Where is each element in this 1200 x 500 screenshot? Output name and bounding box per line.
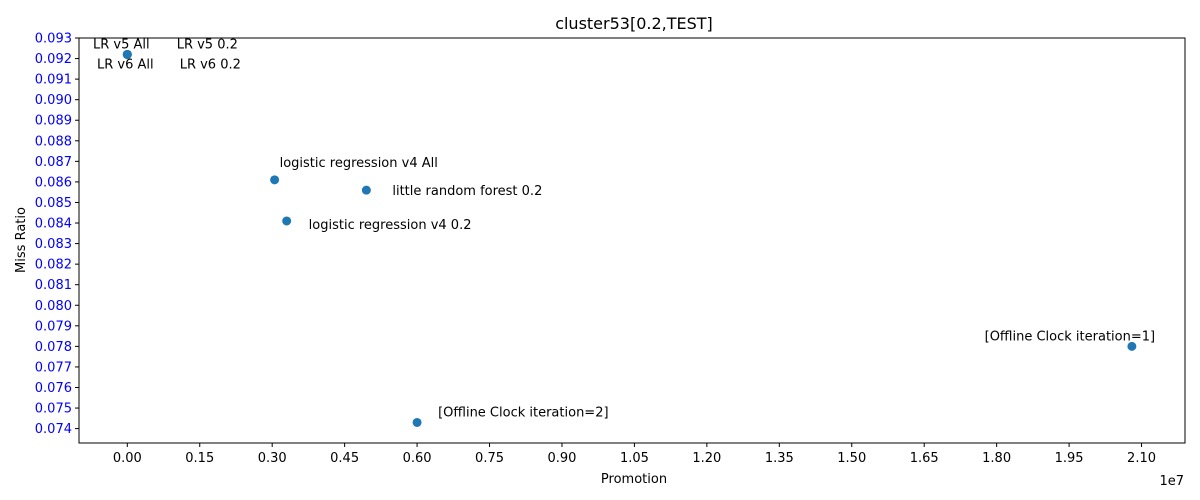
- y-tick-label: 0.076: [35, 381, 72, 396]
- data-point: [122, 49, 132, 59]
- point-annotation: [Offline Clock iteration=1]: [985, 329, 1155, 344]
- x-tick-label: 0.15: [185, 451, 214, 466]
- y-tick-label: 0.092: [35, 52, 72, 67]
- y-tick-label: 0.087: [35, 155, 72, 170]
- x-tick-label: 1.20: [692, 451, 721, 466]
- point-annotation: [Offline Clock iteration=2]: [438, 405, 608, 420]
- point-annotation: LR v5 All: [93, 37, 150, 52]
- y-tick-label: 0.077: [35, 360, 72, 375]
- point-annotation: LR v6 All: [97, 57, 154, 72]
- point-annotation: logistic regression v4 All: [280, 156, 438, 171]
- y-tick-label: 0.093: [35, 32, 72, 47]
- y-tick-label: 0.081: [35, 278, 72, 293]
- data-point: [412, 417, 422, 427]
- x-tick-label: 1.95: [1055, 451, 1084, 466]
- y-tick-label: 0.083: [35, 237, 72, 252]
- plot-frame: [78, 37, 1186, 444]
- data-point: [282, 216, 292, 226]
- y-tick-label: 0.080: [35, 299, 72, 314]
- y-tick-label: 0.082: [35, 258, 72, 273]
- y-tick-label: 0.090: [35, 93, 72, 108]
- point-annotation: little random forest 0.2: [392, 184, 542, 199]
- x-tick-label: 0.00: [113, 451, 142, 466]
- y-tick-label: 0.091: [35, 73, 72, 88]
- y-tick-label: 0.085: [35, 196, 72, 211]
- y-tick-label: 0.086: [35, 175, 72, 190]
- y-tick-label: 0.088: [35, 134, 72, 149]
- y-tick-label: 0.078: [35, 340, 72, 355]
- y-tick-label: 0.084: [35, 217, 72, 232]
- data-point: [1127, 341, 1137, 351]
- y-axis-label: Miss Ratio: [14, 207, 29, 273]
- point-annotation: LR v5 0.2: [177, 37, 238, 52]
- x-tick-label: 0.90: [547, 451, 576, 466]
- y-tick-label: 0.074: [35, 422, 72, 437]
- point-annotation: logistic regression v4 0.2: [309, 218, 472, 233]
- x-tick-label: 0.75: [475, 451, 504, 466]
- x-tick-label: 2.10: [1127, 451, 1156, 466]
- y-tick-label: 0.089: [35, 114, 72, 129]
- x-axis-label: Promotion: [601, 472, 667, 487]
- x-tick-label: 0.60: [403, 451, 432, 466]
- x-tick-label: 0.30: [258, 451, 287, 466]
- y-tick-label: 0.075: [35, 402, 72, 417]
- x-axis-offset-label: 1e7: [1159, 474, 1184, 489]
- point-annotation: LR v6 0.2: [180, 57, 241, 72]
- x-tick-label: 1.65: [910, 451, 939, 466]
- x-tick-label: 1.80: [982, 451, 1011, 466]
- y-tick-label: 0.079: [35, 319, 72, 334]
- data-point: [270, 175, 280, 185]
- x-tick-label: 1.05: [620, 451, 649, 466]
- x-tick-label: 1.50: [837, 451, 866, 466]
- data-point: [361, 185, 371, 195]
- x-tick-label: 0.45: [330, 451, 359, 466]
- chart-title: cluster53[0.2,TEST]: [555, 14, 713, 33]
- x-tick-label: 1.35: [765, 451, 794, 466]
